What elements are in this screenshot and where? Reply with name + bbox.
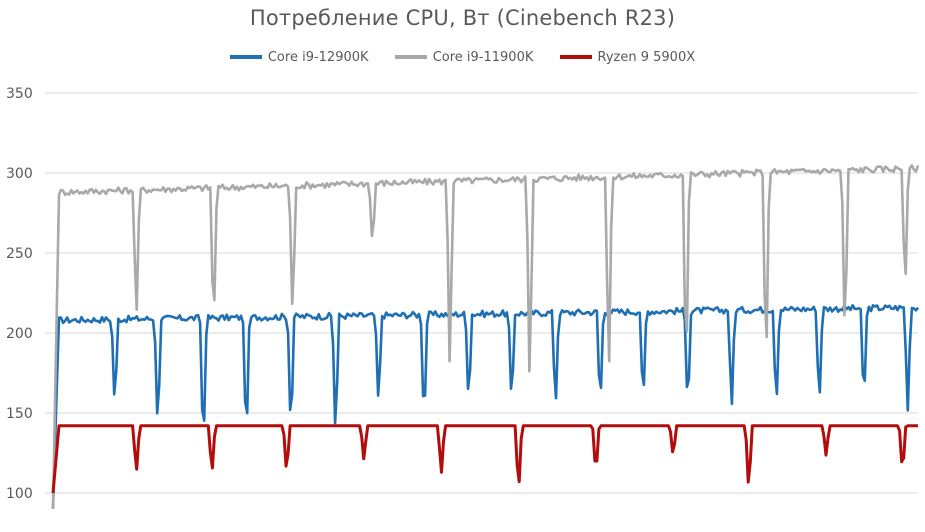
series-lines [51, 164, 920, 510]
series-line-core-i9-11900k [51, 164, 920, 510]
y-tick-label-150: 150 [6, 406, 33, 422]
y-tick-label-100: 100 [6, 486, 33, 502]
legend-item-ryzen-9-5900x[interactable]: Ryzen 9 5900X [559, 50, 696, 65]
legend-label-core-i9-11900k: Core i9-11900K [432, 50, 534, 65]
legend: Core i9-12900K Core i9-11900K Ryzen 9 59… [0, 50, 925, 65]
legend-label-ryzen-9-5900x: Ryzen 9 5900X [597, 50, 696, 65]
chart-title: Потребление CPU, Вт (Cinebench R23) [249, 6, 676, 30]
legend-label-core-i9-12900k: Core i9-12900K [267, 50, 369, 65]
series-line-core-i9-12900k [51, 303, 920, 510]
legend-item-core-i9-12900k[interactable]: Core i9-12900K [229, 50, 369, 65]
y-tick-label-250: 250 [6, 246, 33, 262]
series-line-ryzen-9-5900x [51, 424, 918, 494]
legend-item-core-i9-11900k[interactable]: Core i9-11900K [394, 50, 534, 65]
y-tick-label-200: 200 [6, 326, 33, 342]
y-tick-label-300: 300 [6, 166, 33, 182]
legend-swatch-ryzen-9-5900x [559, 54, 592, 59]
gridlines [45, 92, 918, 494]
y-tick-label-350: 350 [6, 86, 33, 102]
legend-swatch-core-i9-12900k [229, 54, 262, 59]
y-axis-ticks: 100 150 200 250 300 350 [6, 86, 33, 502]
legend-swatch-core-i9-11900k [394, 54, 427, 59]
